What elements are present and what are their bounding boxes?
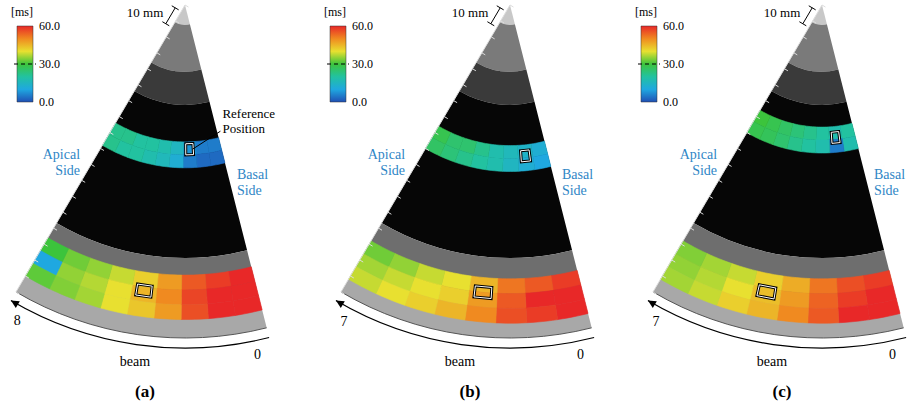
svg-text:Side: Side <box>692 163 717 178</box>
svg-text:(c): (c) <box>773 382 792 401</box>
svg-text:(a): (a) <box>135 382 155 401</box>
svg-text:Reference: Reference <box>222 106 275 121</box>
svg-text:0: 0 <box>254 347 261 362</box>
svg-text:7: 7 <box>341 314 348 329</box>
svg-text:0.0: 0.0 <box>352 95 367 109</box>
svg-text:Basal: Basal <box>562 167 593 182</box>
svg-text:Side: Side <box>562 183 587 198</box>
svg-text:Side: Side <box>380 163 405 178</box>
svg-text:[ms]: [ms] <box>635 5 657 19</box>
svg-text:10 mm: 10 mm <box>127 5 163 20</box>
svg-text:Side: Side <box>874 183 899 198</box>
svg-text:8: 8 <box>14 313 21 328</box>
svg-text:Basal: Basal <box>237 167 268 182</box>
svg-text:beam: beam <box>757 354 787 369</box>
svg-text:60.0: 60.0 <box>663 19 684 33</box>
svg-text:0.0: 0.0 <box>663 95 678 109</box>
svg-text:[ms]: [ms] <box>324 5 346 19</box>
svg-text:60.0: 60.0 <box>352 19 373 33</box>
svg-text:Apical: Apical <box>680 147 717 162</box>
svg-text:60.0: 60.0 <box>39 19 60 33</box>
svg-text:Apical: Apical <box>43 147 80 162</box>
svg-text:beam: beam <box>445 354 475 369</box>
svg-text:0.0: 0.0 <box>39 95 54 109</box>
svg-text:Side: Side <box>55 163 80 178</box>
svg-text:30.0: 30.0 <box>39 57 60 71</box>
svg-text:7: 7 <box>653 314 660 329</box>
svg-text:30.0: 30.0 <box>352 57 373 71</box>
svg-text:beam: beam <box>120 354 150 369</box>
svg-text:0: 0 <box>577 347 584 362</box>
svg-text:Basal: Basal <box>874 167 905 182</box>
svg-text:Side: Side <box>237 183 262 198</box>
svg-text:10 mm: 10 mm <box>764 5 800 20</box>
svg-text:0: 0 <box>889 347 896 362</box>
svg-text:10 mm: 10 mm <box>452 5 488 20</box>
svg-text:Apical: Apical <box>368 147 405 162</box>
svg-text:30.0: 30.0 <box>663 57 684 71</box>
svg-text:Position: Position <box>222 121 265 136</box>
svg-text:(b): (b) <box>460 382 481 401</box>
svg-text:[ms]: [ms] <box>11 5 33 19</box>
